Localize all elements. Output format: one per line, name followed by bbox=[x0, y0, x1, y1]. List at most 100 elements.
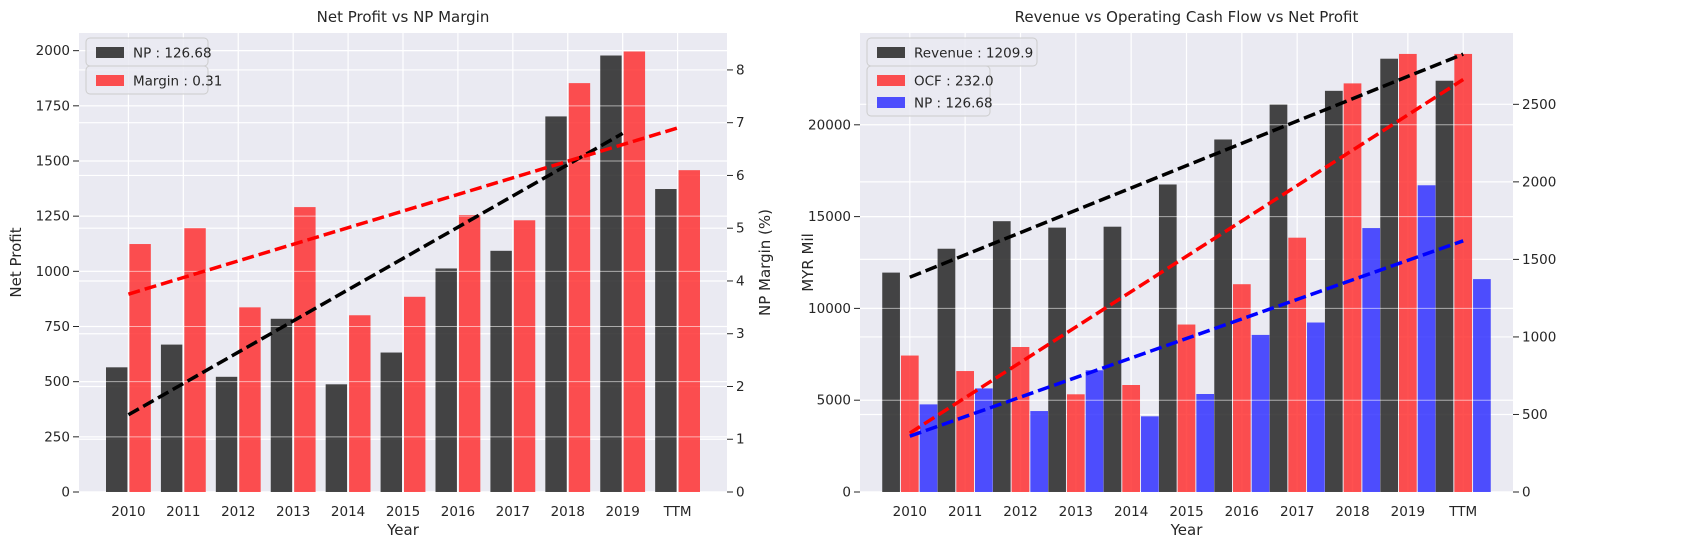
bar-blue bbox=[1251, 334, 1270, 492]
x-tick-label: 2013 bbox=[276, 504, 310, 520]
trendline-red bbox=[908, 78, 1465, 435]
bar-np-bar bbox=[325, 384, 348, 492]
y-tick-label: 20000 bbox=[808, 117, 851, 133]
x-tick-label: 2016 bbox=[441, 504, 475, 520]
x-tick-label: 2010 bbox=[111, 504, 145, 520]
bar-red bbox=[1177, 324, 1196, 492]
y-tick-label: 1750 bbox=[36, 98, 70, 114]
x-tick-label: TTM bbox=[663, 504, 692, 520]
chart-2: 0 5000 10000 15000 20000 0 500 1000 1500 2000 2500… bbox=[799, 8, 1556, 539]
trendline-black bbox=[909, 52, 1464, 279]
bar-blue bbox=[1362, 228, 1381, 492]
y2-tick-label: 1000 bbox=[1522, 329, 1556, 345]
y2-tick-label: 7 bbox=[736, 115, 745, 131]
bar-np-bar bbox=[435, 268, 457, 492]
y-tick-label: 750 bbox=[44, 319, 70, 335]
bar-blue bbox=[974, 388, 993, 492]
x-tick-label: 2014 bbox=[331, 504, 365, 520]
trendline-blue bbox=[909, 239, 1464, 438]
bar-np-bar bbox=[937, 248, 956, 492]
y2-tick-label: 2 bbox=[736, 379, 745, 395]
x-tick-label: 2017 bbox=[496, 504, 530, 520]
bar-red bbox=[458, 215, 481, 492]
bar-np-bar bbox=[490, 250, 512, 492]
bar-np-bar bbox=[1324, 90, 1343, 493]
y-tick-label: 2000 bbox=[36, 43, 70, 59]
bar-np-bar bbox=[992, 221, 1011, 492]
legend-label: Revenue : 1209.9 bbox=[914, 46, 1033, 62]
y-tick-label: 250 bbox=[44, 429, 70, 445]
bar-red bbox=[1454, 53, 1473, 493]
bar-np-bar bbox=[1214, 139, 1232, 492]
bar-red bbox=[900, 355, 919, 492]
x-tick-label: 2018 bbox=[1335, 504, 1369, 520]
bar-np-bar bbox=[1269, 104, 1288, 492]
bar-np-bar bbox=[600, 55, 622, 492]
bar-blue bbox=[1085, 370, 1104, 492]
chart-1: 0 250 500 750 1000 1250 1500 1750 2000 0 1 2 3 4 5 6 7 8 2… bbox=[7, 8, 774, 539]
bar-red bbox=[513, 220, 536, 493]
legend: OCF : 232.0 NP : 126.68 bbox=[866, 65, 994, 117]
x-tick-label: 2011 bbox=[166, 504, 200, 520]
bar-blue bbox=[1030, 411, 1049, 492]
legend-swatch bbox=[877, 75, 905, 86]
trendline-red bbox=[127, 126, 679, 296]
legend-swatch bbox=[96, 47, 124, 58]
bar-red bbox=[1011, 347, 1030, 492]
bar-np-bar bbox=[1435, 80, 1454, 493]
x-axis-label: Year bbox=[1170, 521, 1204, 539]
x-tick-label: TTM bbox=[1448, 504, 1477, 520]
bar-red bbox=[1232, 284, 1251, 492]
y-axis-label: Net Profit bbox=[7, 227, 25, 297]
y-tick-label: 10000 bbox=[808, 301, 851, 317]
bar-red bbox=[1066, 394, 1085, 492]
bar-np-bar bbox=[215, 376, 238, 492]
x-tick-label: 2011 bbox=[948, 504, 982, 520]
bar-red bbox=[239, 307, 261, 492]
y-tick-label: 500 bbox=[44, 374, 70, 390]
bar-np-bar bbox=[882, 272, 900, 492]
y-axis-label: MYR Mil bbox=[799, 233, 817, 292]
chart-title: Net Profit vs NP Margin bbox=[317, 8, 490, 26]
y2-tick-label: 1500 bbox=[1522, 252, 1556, 268]
y2-tick-label: 0 bbox=[736, 485, 745, 501]
legend-swatch bbox=[877, 47, 905, 58]
bar-blue bbox=[1473, 279, 1491, 492]
bar-red bbox=[568, 83, 591, 492]
bar-np-bar bbox=[270, 318, 293, 492]
x-tick-label: 2019 bbox=[1391, 504, 1425, 520]
y-tick-label: 1250 bbox=[36, 209, 70, 225]
legend-label: Margin : 0.31 bbox=[133, 74, 222, 90]
bar-np-bar bbox=[106, 367, 128, 492]
y2-tick-label: 4 bbox=[736, 273, 745, 289]
legend-swatch bbox=[96, 75, 124, 86]
bar-np-bar bbox=[1380, 58, 1399, 492]
bar-blue bbox=[1417, 185, 1436, 492]
x-tick-label: 2012 bbox=[1003, 504, 1037, 520]
y2-tick-label: 2000 bbox=[1522, 174, 1556, 190]
bar-np-bar bbox=[545, 116, 567, 492]
bar-np-bar bbox=[1048, 227, 1066, 492]
bar-red bbox=[349, 315, 371, 492]
bar-np-bar bbox=[655, 189, 677, 492]
y-tick-label: 1000 bbox=[36, 264, 70, 280]
bar-np-bar bbox=[160, 344, 183, 492]
legend-label: NP : 126.68 bbox=[133, 46, 212, 62]
y-tick-label: 1500 bbox=[36, 153, 70, 169]
trendline-black bbox=[127, 131, 624, 417]
y2-tick-label: 0 bbox=[1522, 485, 1531, 501]
bar-blue bbox=[1307, 322, 1325, 492]
bar-red bbox=[129, 244, 151, 492]
y-tick-label: 0 bbox=[842, 485, 851, 501]
y2-tick-label: 1 bbox=[736, 432, 745, 448]
legend-label: OCF : 232.0 bbox=[914, 74, 994, 90]
y2-tick-label: 2500 bbox=[1522, 97, 1556, 113]
y-tick-label: 15000 bbox=[808, 209, 851, 225]
y2-tick-label: 5 bbox=[736, 221, 745, 237]
y-tick-label: 5000 bbox=[817, 393, 851, 409]
bar-red bbox=[404, 296, 426, 492]
bar-np-bar bbox=[1158, 184, 1177, 492]
x-tick-label: 2017 bbox=[1280, 504, 1314, 520]
